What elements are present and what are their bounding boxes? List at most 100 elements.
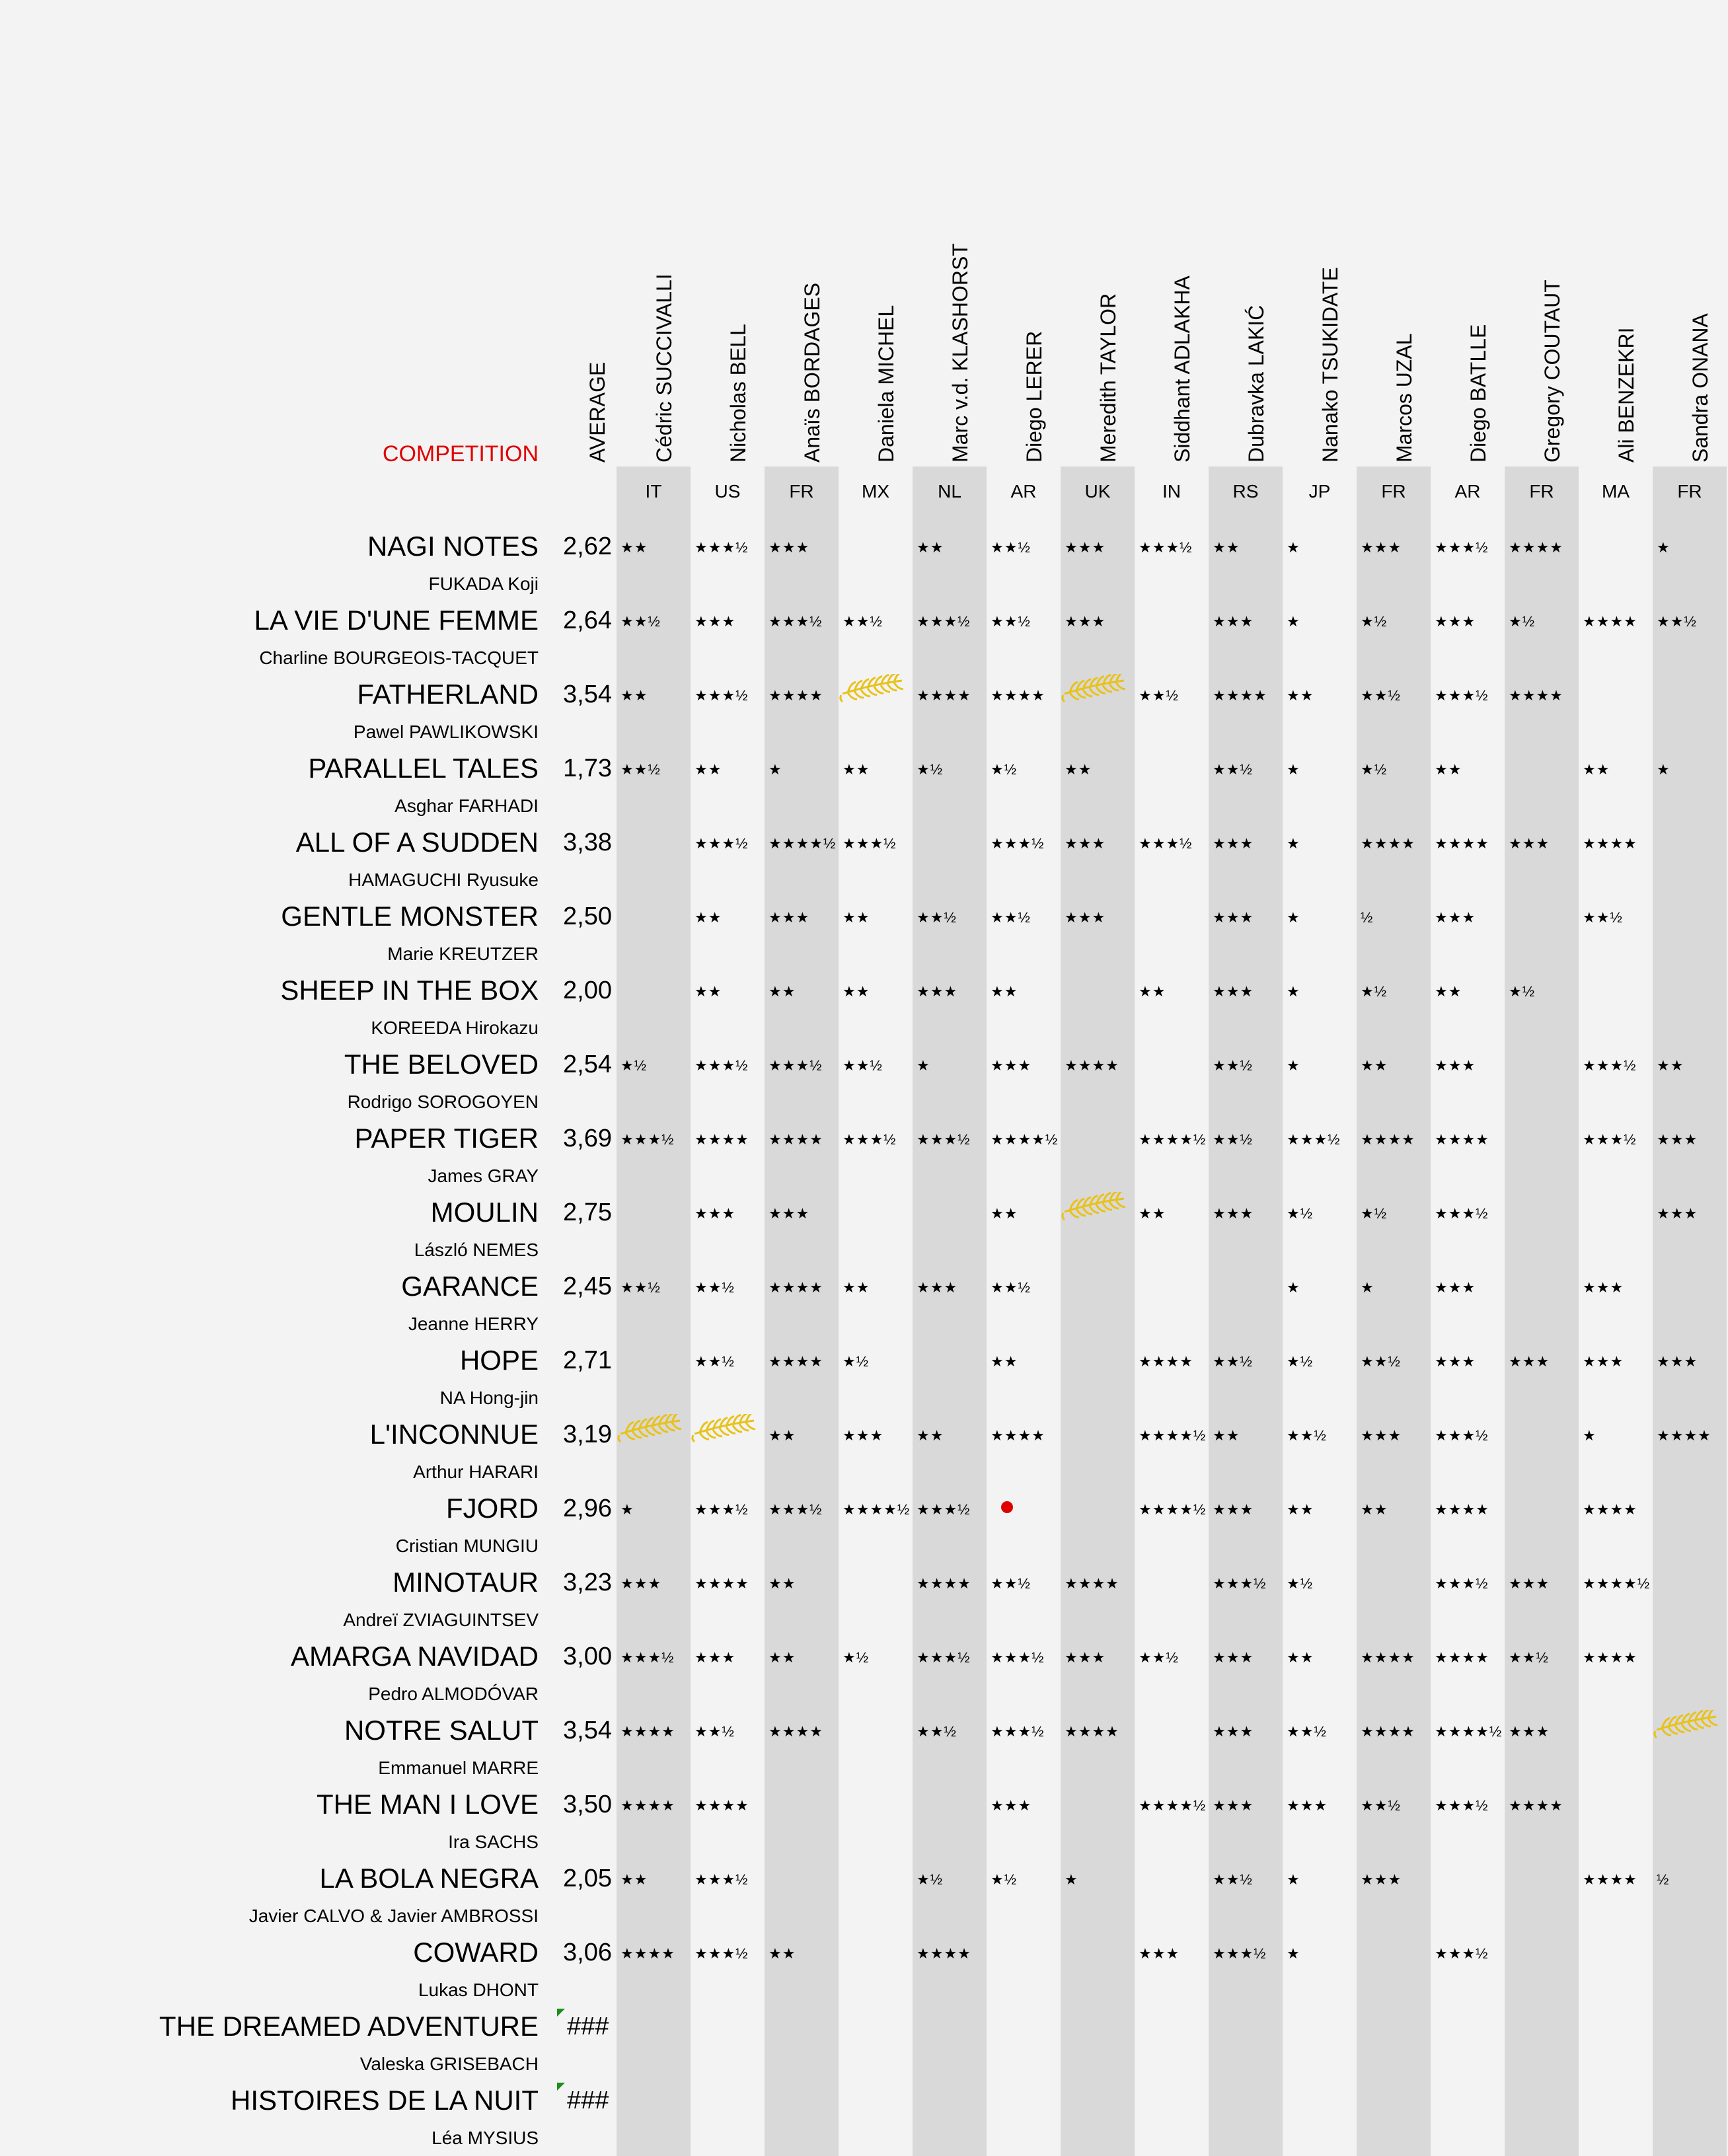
rating-cell: ★★★½ <box>917 613 971 630</box>
rating-cell: ★★★ <box>769 539 810 556</box>
average-header-label: AVERAGE <box>585 361 609 463</box>
rating-cell: ★★ <box>769 1427 796 1444</box>
rating-cell: ★★ <box>1583 761 1610 778</box>
rating-cell: ★★★ <box>991 1057 1032 1074</box>
rating-cell: ★★★ <box>1065 613 1106 630</box>
film-title: HOPE <box>459 1345 539 1376</box>
film-director: Marie KREUTZER <box>387 944 539 964</box>
rating-cell: ★★ <box>769 1649 796 1666</box>
rating-cell: ★★ <box>917 539 944 556</box>
film-average: 3,54 <box>563 681 612 708</box>
critic-name: Siddhant ADLAKHA <box>1170 276 1194 463</box>
rating-cell: ★★★ <box>1213 983 1254 1000</box>
critic-name: Ali BENZEKRI <box>1614 327 1638 463</box>
rating-cell: ★★ <box>1139 983 1166 1000</box>
rating-cell: ★★ <box>1435 761 1462 778</box>
critic-name: Nicholas BELL <box>726 324 750 463</box>
rating-cell: ★ <box>1287 613 1300 630</box>
rating-cell: ★★★½ <box>620 1649 675 1666</box>
film-title: THE DREAMED ADVENTURE <box>159 2011 539 2042</box>
rating-cell: ★★ <box>843 1279 870 1296</box>
error-indicator-icon <box>557 2009 565 2017</box>
film-director: Cristian MUNGIU <box>395 1536 539 1556</box>
rating-cell: ★½ <box>1361 983 1388 1000</box>
rating-cell: ★★★½ <box>1435 1427 1489 1444</box>
critic-country: FR <box>789 481 814 502</box>
film-director: Léa MYSIUS <box>432 2128 539 2148</box>
rating-cell: ★★★★ <box>1583 1649 1637 1666</box>
rating-cell: ★★★★ <box>620 1797 675 1814</box>
rating-cell: ★★★★ <box>769 1723 823 1740</box>
rating-cell: ★★★★ <box>1509 687 1563 704</box>
rating-cell: ★★ <box>1361 1501 1388 1518</box>
rating-cell: ★★★ <box>1509 1575 1550 1592</box>
film-average: 2,96 <box>563 1495 612 1522</box>
critic-name: Cédric SUCCIVALLI <box>652 274 676 463</box>
rating-cell: ★½ <box>1361 613 1388 630</box>
film-average: 3,50 <box>563 1791 612 1818</box>
column-stripe <box>913 466 987 2156</box>
film-director: NA Hong-jin <box>439 1388 539 1408</box>
rating-cell: ★★ <box>769 1575 796 1592</box>
rating-cell: ★★★½ <box>1213 1945 1267 1962</box>
rating-cell: ★★★★ <box>1361 835 1415 852</box>
film-title: THE BELOVED <box>344 1049 539 1080</box>
rating-cell: ★★½ <box>1361 687 1401 704</box>
rating-cell: ★★ <box>1435 983 1462 1000</box>
film-title: MOULIN <box>430 1197 539 1228</box>
rating-cell: ★★½ <box>917 909 957 926</box>
rating-cell: ★ <box>1287 761 1300 778</box>
rating-cell: ★★★★½ <box>1583 1575 1651 1592</box>
film-title: GARANCE <box>401 1271 539 1302</box>
critic-country: UK <box>1084 481 1111 502</box>
rating-cell: ★★ <box>1139 1205 1166 1222</box>
rating-cell: ★½ <box>620 1057 648 1074</box>
rating-cell: ★★★½ <box>695 835 749 852</box>
critic-name: Diego BATLLE <box>1466 324 1490 463</box>
rating-cell: ★★★★ <box>917 1575 971 1592</box>
palme-d-or-icon <box>1061 1192 1127 1221</box>
rating-cell: ½ <box>1361 909 1374 926</box>
rating-cell: ★★★½ <box>1435 1945 1489 1962</box>
critic-country: US <box>714 481 741 502</box>
critic-name: Diego LERER <box>1022 330 1046 463</box>
rating-cell: ★★★½ <box>1435 539 1489 556</box>
critic-name: Daniela MICHEL <box>874 305 898 463</box>
rating-cell: ★★★★ <box>769 687 823 704</box>
rating-cell: ★½ <box>843 1353 870 1370</box>
rating-cell: ★★ <box>769 1945 796 1962</box>
rating-cell: ★★★★ <box>991 1427 1045 1444</box>
film-director: Pawel PAWLIKOWSKI <box>353 722 539 742</box>
film-title: PARALLEL TALES <box>308 753 539 784</box>
rating-cell: ★★½ <box>620 761 661 778</box>
rating-cell: ★★★ <box>1435 613 1476 630</box>
rating-cell: ★★½ <box>1213 1131 1253 1148</box>
rating-cell: ★½ <box>991 1871 1018 1888</box>
film-average: 2,54 <box>563 1051 612 1078</box>
critic-name: Marc v.d. KLASHORST <box>948 243 972 463</box>
rating-cell: ★★★½ <box>769 613 823 630</box>
critic-name: Anaïs BORDAGES <box>800 282 824 463</box>
rating-cell: ★★★½ <box>695 1057 749 1074</box>
rating-cell: ★★½ <box>620 1279 661 1296</box>
rating-cell: ★ <box>1287 539 1300 556</box>
rating-cell: ★ <box>1287 1945 1300 1962</box>
rating-cell: ★★★★ <box>769 1131 823 1148</box>
rating-cell: ★★½ <box>1287 1427 1327 1444</box>
rating-cell: ★★½ <box>695 1353 735 1370</box>
critic-name: Sandra ONANA <box>1688 313 1712 463</box>
rating-cell: ★★★★ <box>1361 1649 1415 1666</box>
rating-cell: ★★★★½ <box>769 835 837 852</box>
rating-cell: ★★½ <box>1361 1797 1401 1814</box>
rating-cell: ★★★★ <box>917 687 971 704</box>
film-director: KOREEDA Hirokazu <box>371 1018 539 1038</box>
rating-cell: ★★★ <box>1213 1723 1254 1740</box>
rating-cell: ★★ <box>1657 1057 1684 1074</box>
rating-cell: ★★★★ <box>1361 1723 1415 1740</box>
film-average: 3,54 <box>563 1717 612 1744</box>
rating-cell: ★★★½ <box>917 1131 971 1148</box>
column-stripe <box>765 466 839 2156</box>
rating-cell: ★★★ <box>1213 835 1254 852</box>
rating-cell: ★★★★ <box>620 1945 675 1962</box>
film-director: Arthur HARARI <box>413 1462 539 1482</box>
